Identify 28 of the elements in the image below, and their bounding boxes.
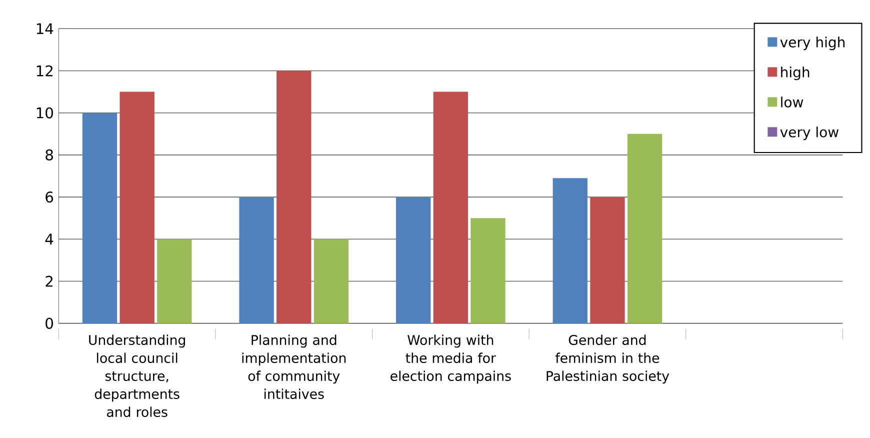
y-tick-label: 10 [36, 107, 53, 118]
bar [82, 112, 118, 324]
legend-label: very low [780, 126, 839, 140]
legend-label: very high [780, 36, 845, 50]
y-tick-label: 0 [46, 318, 53, 329]
x-tick-label: Understanding local council structure, departments and roles [89, 334, 185, 418]
bar [314, 239, 349, 324]
y-tick-label: 8 [46, 149, 53, 160]
bar [157, 239, 192, 324]
y-tick-label: 6 [46, 192, 54, 203]
legend-label: high [781, 66, 810, 80]
bar [396, 197, 431, 324]
y-tick-label: 4 [45, 234, 54, 244]
bar [627, 134, 662, 324]
bar [552, 178, 588, 324]
bar [120, 92, 154, 324]
x-tick-label: Gender and feminism in the Palestinian society [546, 334, 670, 384]
y-tick-label: 14 [36, 23, 54, 34]
bar [590, 197, 625, 324]
y-tick-label: 2 [46, 276, 52, 287]
bar [433, 92, 468, 324]
bar [239, 197, 274, 324]
x-tick-label: Working with the media for election campains [390, 334, 511, 384]
x-tick-label: Planning and implementation of community intitaives [242, 334, 346, 400]
bar [276, 70, 312, 324]
y-tick-label: 12 [36, 65, 52, 76]
legend-label: low [781, 96, 804, 108]
bar [470, 218, 506, 324]
